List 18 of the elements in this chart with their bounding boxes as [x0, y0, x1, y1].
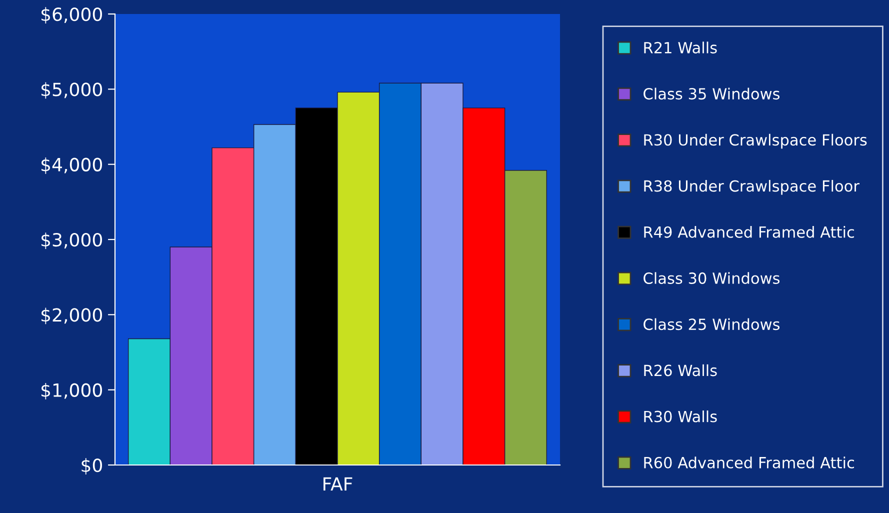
legend-label: R49 Advanced Framed Attic	[644, 226, 854, 238]
y-tick-label: $5,000	[42, 82, 102, 99]
y-tick-label: $4,000	[42, 157, 102, 174]
legend-label: R21 Walls	[644, 42, 717, 54]
y-tick-label: $3,000	[42, 232, 102, 250]
y-tick-label: $6,000	[42, 7, 102, 24]
legend-label: R26 Walls	[644, 364, 717, 376]
legend-label: R30 Under Crawlspace Floors	[644, 134, 867, 149]
y-tick-label: $1,000	[42, 382, 102, 400]
x-tick-label: FAF	[324, 477, 352, 491]
legend-label: R60 Advanced Framed Attic	[644, 456, 854, 468]
legend-label: R30 Walls	[644, 410, 717, 422]
y-tick-label: $2,000	[42, 308, 102, 324]
legend-label: Class 35 Windows	[644, 88, 780, 100]
legend-label: Class 30 Windows	[644, 272, 780, 284]
y-tick-label: $0	[82, 458, 102, 475]
legend-label: Class 25 Windows	[644, 318, 780, 330]
legend-label: R38 Under Crawlspace Floor	[644, 180, 860, 195]
